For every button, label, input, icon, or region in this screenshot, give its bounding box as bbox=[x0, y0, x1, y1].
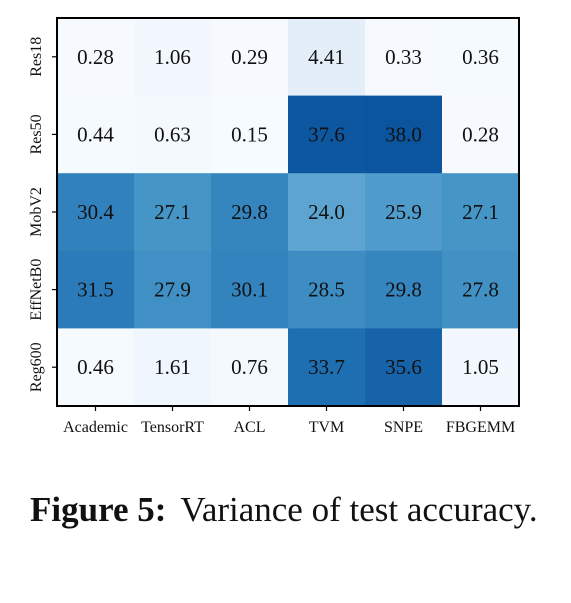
cell-value-label: 27.8 bbox=[462, 278, 499, 302]
x-tick-label: ACL bbox=[234, 419, 266, 436]
y-tick-label: MobV2 bbox=[28, 187, 45, 237]
cell-value-label: 29.8 bbox=[231, 200, 268, 224]
heatmap-cell bbox=[288, 18, 366, 97]
y-tick-label: Res18 bbox=[28, 37, 45, 77]
heatmap-cell bbox=[365, 18, 443, 97]
heatmap-cell bbox=[288, 250, 366, 329]
cell-value-label: 35.6 bbox=[385, 355, 422, 379]
heatmap-svg: 0.28 1.06 0.29 4.41 0.33 0.36 0.44 0.63 0.15 37.6… bbox=[28, 17, 520, 436]
heatmap-cell bbox=[442, 328, 520, 407]
caption-text: Variance of test accuracy. bbox=[180, 490, 538, 529]
heatmap-cells bbox=[57, 18, 520, 407]
cell-value-label: 1.06 bbox=[154, 45, 191, 69]
caption-label: Figure 5: bbox=[30, 490, 167, 529]
heatmap-cell bbox=[57, 173, 135, 252]
heatmap-cell bbox=[288, 173, 366, 252]
cell-value-label: 0.29 bbox=[231, 45, 268, 69]
heatmap-cell bbox=[365, 173, 443, 252]
heatmap-cell bbox=[134, 328, 212, 407]
cell-value-label: 0.15 bbox=[231, 122, 268, 146]
cell-value-label: 0.28 bbox=[462, 122, 499, 146]
heatmap-cell bbox=[365, 95, 443, 174]
cell-value-label: 1.05 bbox=[462, 355, 499, 379]
cell-value-label: 0.46 bbox=[77, 355, 114, 379]
heatmap-cell bbox=[211, 95, 289, 174]
cell-value-label: 30.4 bbox=[77, 200, 114, 224]
x-tick-label: FBGEMM bbox=[446, 419, 515, 436]
x-tick-label: Academic bbox=[63, 419, 128, 436]
y-tick-labels: Res18 Res50 MobV2 EffNetB0 Reg600 bbox=[28, 37, 45, 392]
cell-value-label: 25.9 bbox=[385, 200, 422, 224]
x-tick-label: TensorRT bbox=[141, 419, 204, 436]
cell-value-label: 38.0 bbox=[385, 122, 422, 146]
y-tick-label: Res50 bbox=[28, 114, 45, 154]
heatmap-cell bbox=[57, 18, 135, 97]
heatmap-cell bbox=[442, 18, 520, 97]
x-tick-label: SNPE bbox=[384, 419, 423, 436]
heatmap-cell bbox=[365, 250, 443, 329]
x-tick-labels: Academic TensorRT ACL TVM SNPE FBGEMM bbox=[63, 419, 515, 436]
heatmap-cell bbox=[57, 250, 135, 329]
heatmap-cell bbox=[211, 173, 289, 252]
heatmap-cell bbox=[211, 328, 289, 407]
heatmap-cell bbox=[211, 18, 289, 97]
heatmap-cell bbox=[134, 250, 212, 329]
axis-ticks bbox=[52, 56, 482, 411]
cell-value-label: 28.5 bbox=[308, 278, 345, 302]
heatmap-cell bbox=[134, 95, 212, 174]
heatmap-cell bbox=[57, 328, 135, 407]
cell-value-label: 0.36 bbox=[462, 45, 499, 69]
heatmap-cell bbox=[211, 250, 289, 329]
cell-value-label: 31.5 bbox=[77, 278, 114, 302]
cell-value-label: 0.33 bbox=[385, 45, 422, 69]
heatmap-cell bbox=[57, 95, 135, 174]
heatmap-cell bbox=[442, 95, 520, 174]
figure-caption: Figure 5: Variance of test accuracy. bbox=[30, 488, 550, 532]
heatmap-cell bbox=[365, 328, 443, 407]
y-tick-label: Reg600 bbox=[28, 342, 45, 392]
cell-value-label: 29.8 bbox=[385, 278, 422, 302]
cell-value-label: 0.63 bbox=[154, 122, 191, 146]
cell-value-label: 0.28 bbox=[77, 45, 114, 69]
cell-value-label: 27.1 bbox=[154, 200, 191, 224]
cell-value-label: 4.41 bbox=[308, 45, 345, 69]
cell-value-label: 0.44 bbox=[77, 122, 114, 146]
heatmap-cell bbox=[288, 95, 366, 174]
heatmap-cell bbox=[442, 173, 520, 252]
heatmap-value-labels: 0.28 1.06 0.29 4.41 0.33 0.36 0.44 0.63 0.15 37.6… bbox=[77, 45, 499, 379]
y-tick-label: EffNetB0 bbox=[28, 259, 45, 321]
cell-value-label: 27.1 bbox=[462, 200, 499, 224]
cell-value-label: 27.9 bbox=[154, 278, 191, 302]
heatmap-cell bbox=[134, 173, 212, 252]
cell-value-label: 33.7 bbox=[308, 355, 345, 379]
heatmap-cell bbox=[134, 18, 212, 97]
cell-value-label: 1.61 bbox=[154, 355, 191, 379]
cell-value-label: 0.76 bbox=[231, 355, 268, 379]
heatmap-chart: 0.28 1.06 0.29 4.41 0.33 0.36 0.44 0.63 0.15 37.6… bbox=[28, 17, 520, 436]
heatmap-cell bbox=[442, 250, 520, 329]
cell-value-label: 24.0 bbox=[308, 200, 345, 224]
heatmap-cell bbox=[288, 328, 366, 407]
x-tick-label: TVM bbox=[309, 419, 345, 436]
cell-value-label: 30.1 bbox=[231, 278, 268, 302]
cell-value-label: 37.6 bbox=[308, 122, 345, 146]
